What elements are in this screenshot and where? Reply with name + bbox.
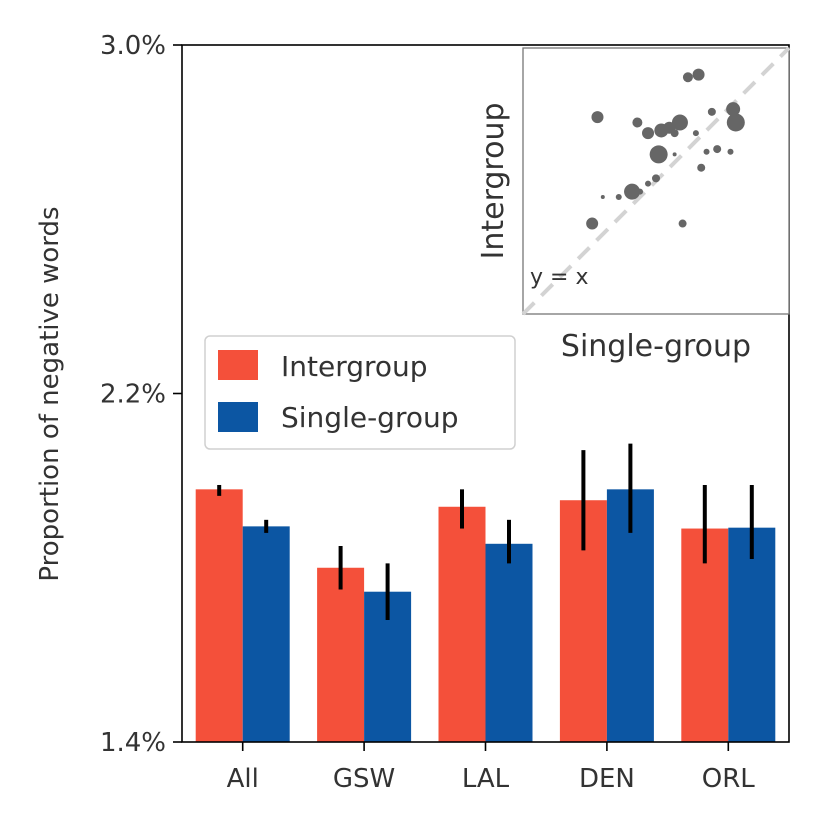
y-axis-ticks: 1.4% 2.2% 3.0%: [100, 31, 182, 758]
bars-layer: [195, 489, 776, 742]
x-tick-label-gsw: GSW: [333, 764, 395, 794]
x-axis-ticks: All GSW LAL DEN ORL: [227, 742, 756, 794]
inset-point-23: [624, 183, 641, 200]
inset-point-24: [615, 193, 622, 200]
inset-point-16: [727, 148, 734, 155]
inset-point-9: [692, 130, 699, 137]
x-tick-label-all: All: [227, 764, 259, 794]
inset-point-1: [692, 68, 705, 81]
inset-point-26: [586, 217, 599, 230]
legend: Intergroup Single-group: [204, 335, 516, 450]
inset-point-2: [591, 111, 604, 124]
x-tick-label-orl: ORL: [702, 764, 756, 794]
legend-swatch-intergroup: [218, 350, 258, 380]
inset-point-8: [670, 129, 679, 138]
inset-point-4: [642, 127, 655, 140]
bar-intergroup-gsw: [317, 567, 365, 742]
inset-point-21: [645, 180, 652, 187]
bar-intergroup-orl: [681, 528, 729, 742]
x-tick-label-den: DEN: [579, 764, 635, 794]
inset-point-0: [682, 72, 693, 83]
y-tick-label: 1.4%: [100, 728, 166, 758]
inset-point-17: [726, 113, 745, 132]
bar-single-group-orl: [728, 527, 776, 742]
y-tick-label: 2.2%: [100, 380, 166, 410]
legend-box: [204, 335, 516, 450]
inset-point-14: [703, 148, 710, 155]
inset-point-18: [726, 102, 741, 117]
inset-point-13: [697, 163, 706, 172]
y-axis-label: Proportion of negative words: [35, 206, 65, 581]
inset-point-3: [632, 117, 643, 128]
inset-point-27: [678, 219, 687, 228]
legend-label-intergroup: Intergroup: [281, 350, 428, 383]
legend-swatch-single-group: [218, 402, 258, 432]
inset-points-layer: [586, 68, 745, 230]
inset-annotation: y = x: [530, 265, 588, 290]
x-tick-label-lal: LAL: [462, 764, 510, 794]
bar-intergroup-all: [195, 489, 243, 742]
inset-scatter: y = x Single-group Intergroup: [476, 46, 791, 364]
inset-point-11: [672, 152, 677, 157]
inset-x-label: Single-group: [561, 329, 751, 364]
inset-point-7: [671, 114, 688, 131]
inset-point-20: [652, 174, 660, 183]
inset-y-label: Intergroup: [476, 102, 511, 259]
inset-point-25: [600, 194, 605, 199]
bar-single-group-all: [242, 526, 290, 742]
inset-point-12: [649, 145, 668, 164]
legend-label-single-group: Single-group: [281, 401, 459, 434]
error-bars-layer: [217, 443, 754, 621]
y-tick-label: 3.0%: [100, 31, 166, 61]
bar-single-group-lal: [485, 543, 533, 742]
inset-point-15: [713, 145, 722, 154]
inset-point-19: [707, 107, 716, 116]
bar-intergroup-lal: [438, 506, 486, 742]
